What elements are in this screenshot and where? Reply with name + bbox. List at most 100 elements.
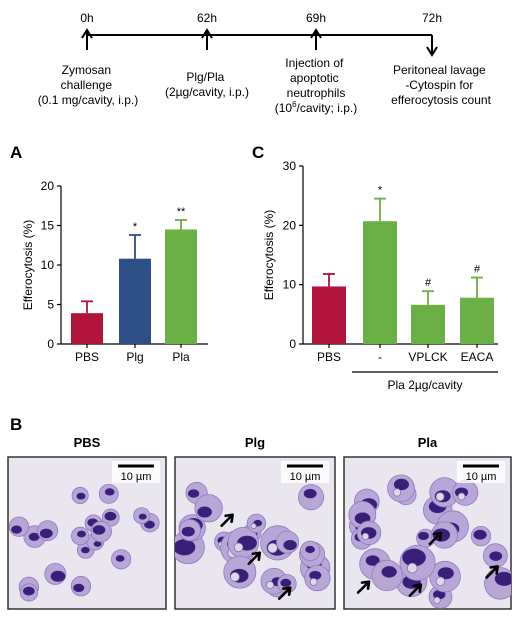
y-ticks: 0 5 10 15 20 <box>41 179 61 351</box>
cell-nucleus <box>437 567 454 580</box>
arrow-up-icon <box>201 28 213 50</box>
ingested-body <box>266 581 275 590</box>
pointer-arrow-icon <box>220 513 234 528</box>
ingested-body <box>392 488 402 497</box>
y-tick-label: 0 <box>47 337 54 351</box>
y-tick-label: 5 <box>47 298 54 312</box>
event-superscript: 6 <box>292 100 297 109</box>
cell-nucleus <box>417 531 429 541</box>
chart-c: Efferocytosis (%) 0 10 20 30 PBS * - # VPLCK # EA… <box>262 159 498 392</box>
event-line: efferocytosis count <box>391 93 491 107</box>
bar <box>411 304 445 344</box>
y-axis-label: Efferocytosis (%) <box>262 210 276 300</box>
cell-nucleus <box>187 489 200 498</box>
y-axis-label: Efferocytosis (%) <box>21 220 35 310</box>
event-line: Peritoneal lavage <box>393 63 486 77</box>
y-ticks: 0 10 20 30 <box>283 159 303 351</box>
micrograph-title: PBS <box>74 435 101 450</box>
x-tick-label: EACA <box>461 350 494 364</box>
cell-nucleus <box>175 539 196 556</box>
ingested-body <box>230 572 240 582</box>
y-tick-label: 10 <box>283 278 297 292</box>
cell-nucleus <box>28 532 40 541</box>
cell-nucleus <box>305 545 315 554</box>
micrograph-title: Plg <box>245 435 265 450</box>
ingested-body <box>457 492 466 501</box>
chart-a: Efferocytosis (%) 0 5 10 15 20 PBS * Plg ** Pla <box>21 179 208 364</box>
event-line: -Cytospin for <box>405 78 473 92</box>
scale-bar-label: 10 µm <box>121 471 152 483</box>
ingested-body <box>250 523 257 530</box>
ingested-body <box>233 542 244 552</box>
ingested-body <box>267 542 278 554</box>
cell-nucleus <box>93 540 102 547</box>
cell-nucleus <box>22 586 35 596</box>
pointer-arrow-icon <box>356 580 371 594</box>
y-tick-label: 15 <box>41 219 55 233</box>
cell-nucleus <box>138 513 147 520</box>
cell-nucleus <box>402 548 426 567</box>
event-injection: Injection of apoptotic neutrophils <box>285 56 346 100</box>
bars: PBS * Plg ** Pla <box>71 206 197 364</box>
significance-mark: # <box>474 264 481 276</box>
arrow-up-icon <box>310 28 322 50</box>
cell-nucleus <box>77 530 86 538</box>
cell-nucleus <box>76 492 86 500</box>
pointer-arrow-icon <box>277 586 292 601</box>
event-line: Plg/Pla <box>186 70 224 84</box>
cell-nucleus <box>11 525 23 534</box>
y-tick-label: 10 <box>41 258 55 272</box>
micrograph-title: Pla <box>418 435 438 450</box>
time-72h: 72h <box>422 11 442 25</box>
cell-nucleus <box>39 528 53 539</box>
pointer-arrow-icon <box>247 551 262 566</box>
x-tick-label: PBS <box>317 350 341 364</box>
ingested-body <box>406 562 418 574</box>
micrograph-panel: PBS 10 µm <box>7 435 167 610</box>
micrograph-panel: Pla 10 µm <box>343 435 512 610</box>
arrow-down-icon <box>426 35 438 57</box>
event-line: (0.1 mg/cavity, i.p.) <box>38 93 138 107</box>
significance-mark: * <box>133 221 138 233</box>
cell-nucleus <box>280 578 292 587</box>
event-lavage: Peritoneal lavage -Cytospin for efferocy… <box>391 63 491 107</box>
cell-nucleus <box>144 520 155 529</box>
event-line: Injection of <box>285 56 344 70</box>
x-tick-label: - <box>378 350 382 364</box>
cell-nucleus <box>309 570 322 580</box>
cell-nucleus <box>181 526 195 537</box>
timeline: 0h 62h 69h 72h Zymosan challenge (0.1 mg… <box>38 11 492 115</box>
event-line: apoptotic <box>290 71 339 85</box>
pointer-arrow-icon <box>428 531 443 546</box>
ingested-body <box>435 492 445 502</box>
event-zymosan: Zymosan challenge (0.1 mg/cavity, i.p.) <box>38 63 138 107</box>
event-line: (2µg/cavity, i.p.) <box>165 85 249 99</box>
micrograph-panel: Plg 10 µm <box>174 435 336 610</box>
cell-nucleus <box>393 478 409 491</box>
cell-nucleus <box>283 540 297 551</box>
event-line: Zymosan <box>62 63 111 77</box>
event-line: challenge <box>61 78 113 92</box>
cell-nucleus <box>104 488 115 496</box>
time-69h: 69h <box>306 11 326 25</box>
arrow-up-icon <box>81 28 93 50</box>
significance-mark: * <box>378 185 383 197</box>
group-label: Pla 2µg/cavity <box>388 378 463 392</box>
ingested-body <box>433 596 441 604</box>
event-line: /cavity; i.p.) <box>297 101 358 115</box>
cell-nucleus <box>197 506 212 518</box>
cell-nucleus <box>473 529 487 540</box>
x-tick-label: VPLCK <box>408 350 447 364</box>
bar <box>119 258 151 344</box>
pointer-arrow-icon <box>408 583 423 597</box>
bars: PBS * - # VPLCK # EACA <box>312 185 494 364</box>
bar <box>312 286 346 344</box>
panel-label-a: A <box>10 143 22 162</box>
ingested-body <box>361 532 370 541</box>
x-tick-label: PBS <box>75 350 99 364</box>
y-tick-label: 0 <box>289 337 296 351</box>
ingested-body <box>309 578 318 586</box>
y-tick-label: 20 <box>41 179 55 193</box>
significance-mark: ** <box>177 206 186 218</box>
event-line: neutrophils <box>287 86 346 100</box>
